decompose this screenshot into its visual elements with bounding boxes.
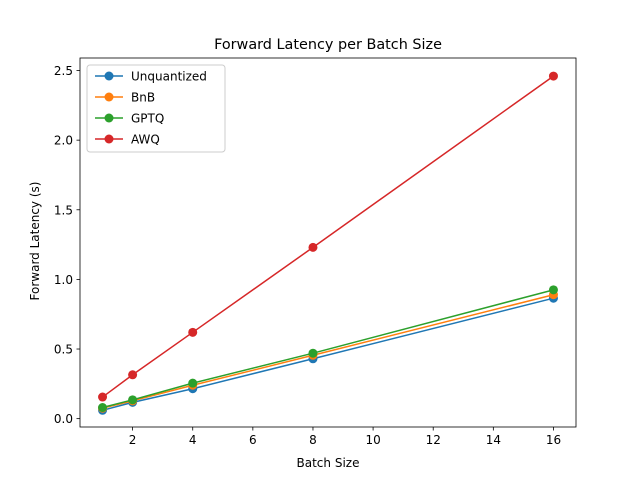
- legend-label: BnB: [131, 91, 155, 105]
- x-axis-label: Batch Size: [297, 456, 360, 470]
- y-tick-label: 1.5: [54, 203, 73, 217]
- legend-box: [86, 64, 226, 153]
- series-line-bnb: [102, 293, 554, 409]
- data-point: [308, 242, 318, 252]
- data-point: [128, 395, 138, 405]
- x-tick-label: 2: [129, 433, 137, 447]
- x-tick-label: 16: [546, 433, 561, 447]
- data-point: [128, 370, 138, 380]
- legend-label: Unquantized: [131, 70, 207, 84]
- legend-label: GPTQ: [131, 112, 164, 126]
- legend-marker: [104, 113, 114, 123]
- y-tick-label: 0.0: [54, 412, 73, 426]
- y-tick-label: 0.5: [54, 343, 73, 357]
- data-point: [98, 392, 108, 402]
- chart-title: Forward Latency per Batch Size: [214, 37, 442, 53]
- data-point: [188, 327, 198, 337]
- data-point: [548, 71, 558, 81]
- x-tick-label: 4: [189, 433, 197, 447]
- legend-label: AWQ: [131, 133, 160, 147]
- y-tick-label: 2.0: [54, 134, 73, 148]
- y-tick-label: 1.0: [54, 273, 73, 287]
- x-tick-label: 12: [426, 433, 441, 447]
- x-tick-label: 6: [249, 433, 257, 447]
- data-point: [188, 378, 198, 388]
- x-tick-label: 10: [365, 433, 380, 447]
- legend-marker: [104, 92, 114, 102]
- data-point: [98, 403, 108, 413]
- y-axis: 0.0 0.5 1.0 1.5 2.0 2.5: [54, 64, 80, 426]
- x-axis: 2 4 6 8 10 12 14 16: [129, 427, 561, 447]
- legend: Unquantized BnB GPTQ AWQ: [86, 64, 226, 153]
- x-tick-label: 8: [309, 433, 317, 447]
- x-tick-label: 14: [486, 433, 501, 447]
- plot-area: [79, 57, 577, 428]
- series-line-unquantized: [102, 297, 554, 412]
- data-point: [548, 285, 558, 295]
- legend-marker: [104, 71, 114, 81]
- y-tick-label: 2.5: [54, 64, 73, 78]
- y-axis-label: Forward Latency (s): [28, 182, 42, 301]
- data-point: [308, 348, 318, 358]
- legend-marker: [104, 134, 114, 144]
- axes-frame: [79, 57, 577, 428]
